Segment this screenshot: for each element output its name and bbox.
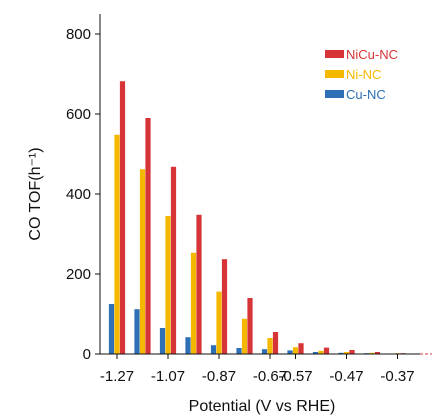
bar-cu-nc--0.97 — [185, 337, 191, 354]
legend-swatch-cu-nc — [325, 90, 344, 98]
legend-label-ni-nc: Ni-NC — [346, 67, 381, 82]
bar-ni-nc--1.07 — [165, 216, 171, 354]
bar-ni-nc--0.42 — [369, 352, 375, 354]
y-tick-label: 200 — [66, 266, 91, 283]
legend-label-cu-nc: Cu-NC — [346, 87, 386, 102]
x-axis-title: Potential (V vs RHE) — [189, 398, 336, 415]
bar-cu-nc--1.27 — [108, 304, 115, 354]
y-ticks: 0 200 400 600 800 — [66, 26, 100, 363]
y-tick-label: 0 — [83, 346, 91, 363]
bar-cu-nc--0.77 — [236, 348, 242, 354]
bar-ni-nc--0.47 — [343, 352, 350, 354]
x-tick-label: -0.87 — [202, 368, 236, 385]
bar-nicu-nc--0.97 — [196, 214, 202, 354]
bar-cu-nc--1.07 — [159, 328, 166, 354]
bar-nicu-nc--1.27 — [119, 81, 126, 354]
y-tick-label: 800 — [66, 26, 91, 43]
bar-cu-nc--1.17 — [134, 309, 140, 354]
bar-cu-nc--0.67 — [261, 349, 268, 354]
legend: NiCu-NC Ni-NC Cu-NC — [325, 47, 398, 102]
bar-ni-nc--0.87 — [216, 291, 222, 354]
bar-ni-nc--1.17 — [139, 169, 146, 354]
bar-ni-nc--0.67 — [267, 338, 273, 354]
bar-ni-nc--0.57 — [292, 347, 299, 354]
x-tick-label: -0.57 — [278, 368, 312, 385]
x-tick-label: -0.47 — [329, 368, 363, 385]
y-axis-title: CO TOF(h⁻¹) — [27, 147, 44, 240]
x-tick-label: -1.07 — [151, 368, 185, 385]
bar-ni-nc--1.27 — [114, 134, 120, 354]
bar-cu-nc--0.52 — [312, 352, 319, 354]
x-tick-label: -0.37 — [380, 368, 414, 385]
legend-swatch-ni-nc — [325, 70, 344, 78]
bar-nicu-nc--0.52 — [323, 347, 330, 354]
bar-nicu-nc--0.42 — [374, 352, 381, 354]
bar-nicu-nc--0.77 — [247, 298, 253, 354]
x-tick-label: -1.27 — [100, 368, 134, 385]
bar-ni-nc--0.52 — [318, 350, 324, 354]
bar-nicu-nc--0.57 — [298, 343, 304, 354]
bar-cu-nc--0.47 — [338, 352, 344, 354]
bar-nicu-nc--0.67 — [272, 332, 279, 354]
bar-ni-nc--0.77 — [241, 318, 248, 354]
bar-nicu-nc--1.17 — [145, 118, 151, 354]
bars-group — [108, 81, 406, 355]
y-tick-label: 400 — [66, 186, 91, 203]
legend-label-nicu-nc: NiCu-NC — [346, 47, 398, 62]
bar-nicu-nc--1.07 — [170, 166, 177, 354]
bar-nicu-nc--0.87 — [221, 259, 228, 354]
bar-cu-nc--0.57 — [287, 350, 293, 354]
bar-cu-nc--0.87 — [210, 345, 217, 354]
y-tick-label: 600 — [66, 106, 91, 123]
legend-swatch-nicu-nc — [325, 50, 344, 58]
bar-nicu-nc--0.47 — [349, 350, 355, 354]
bar-ni-nc--0.97 — [190, 252, 197, 354]
x-tick-label: -0.67 — [253, 368, 287, 385]
x-ticks: -1.27 -1.07 -0.87 -0.67-0.57 -0.47 -0.37 — [100, 354, 415, 385]
